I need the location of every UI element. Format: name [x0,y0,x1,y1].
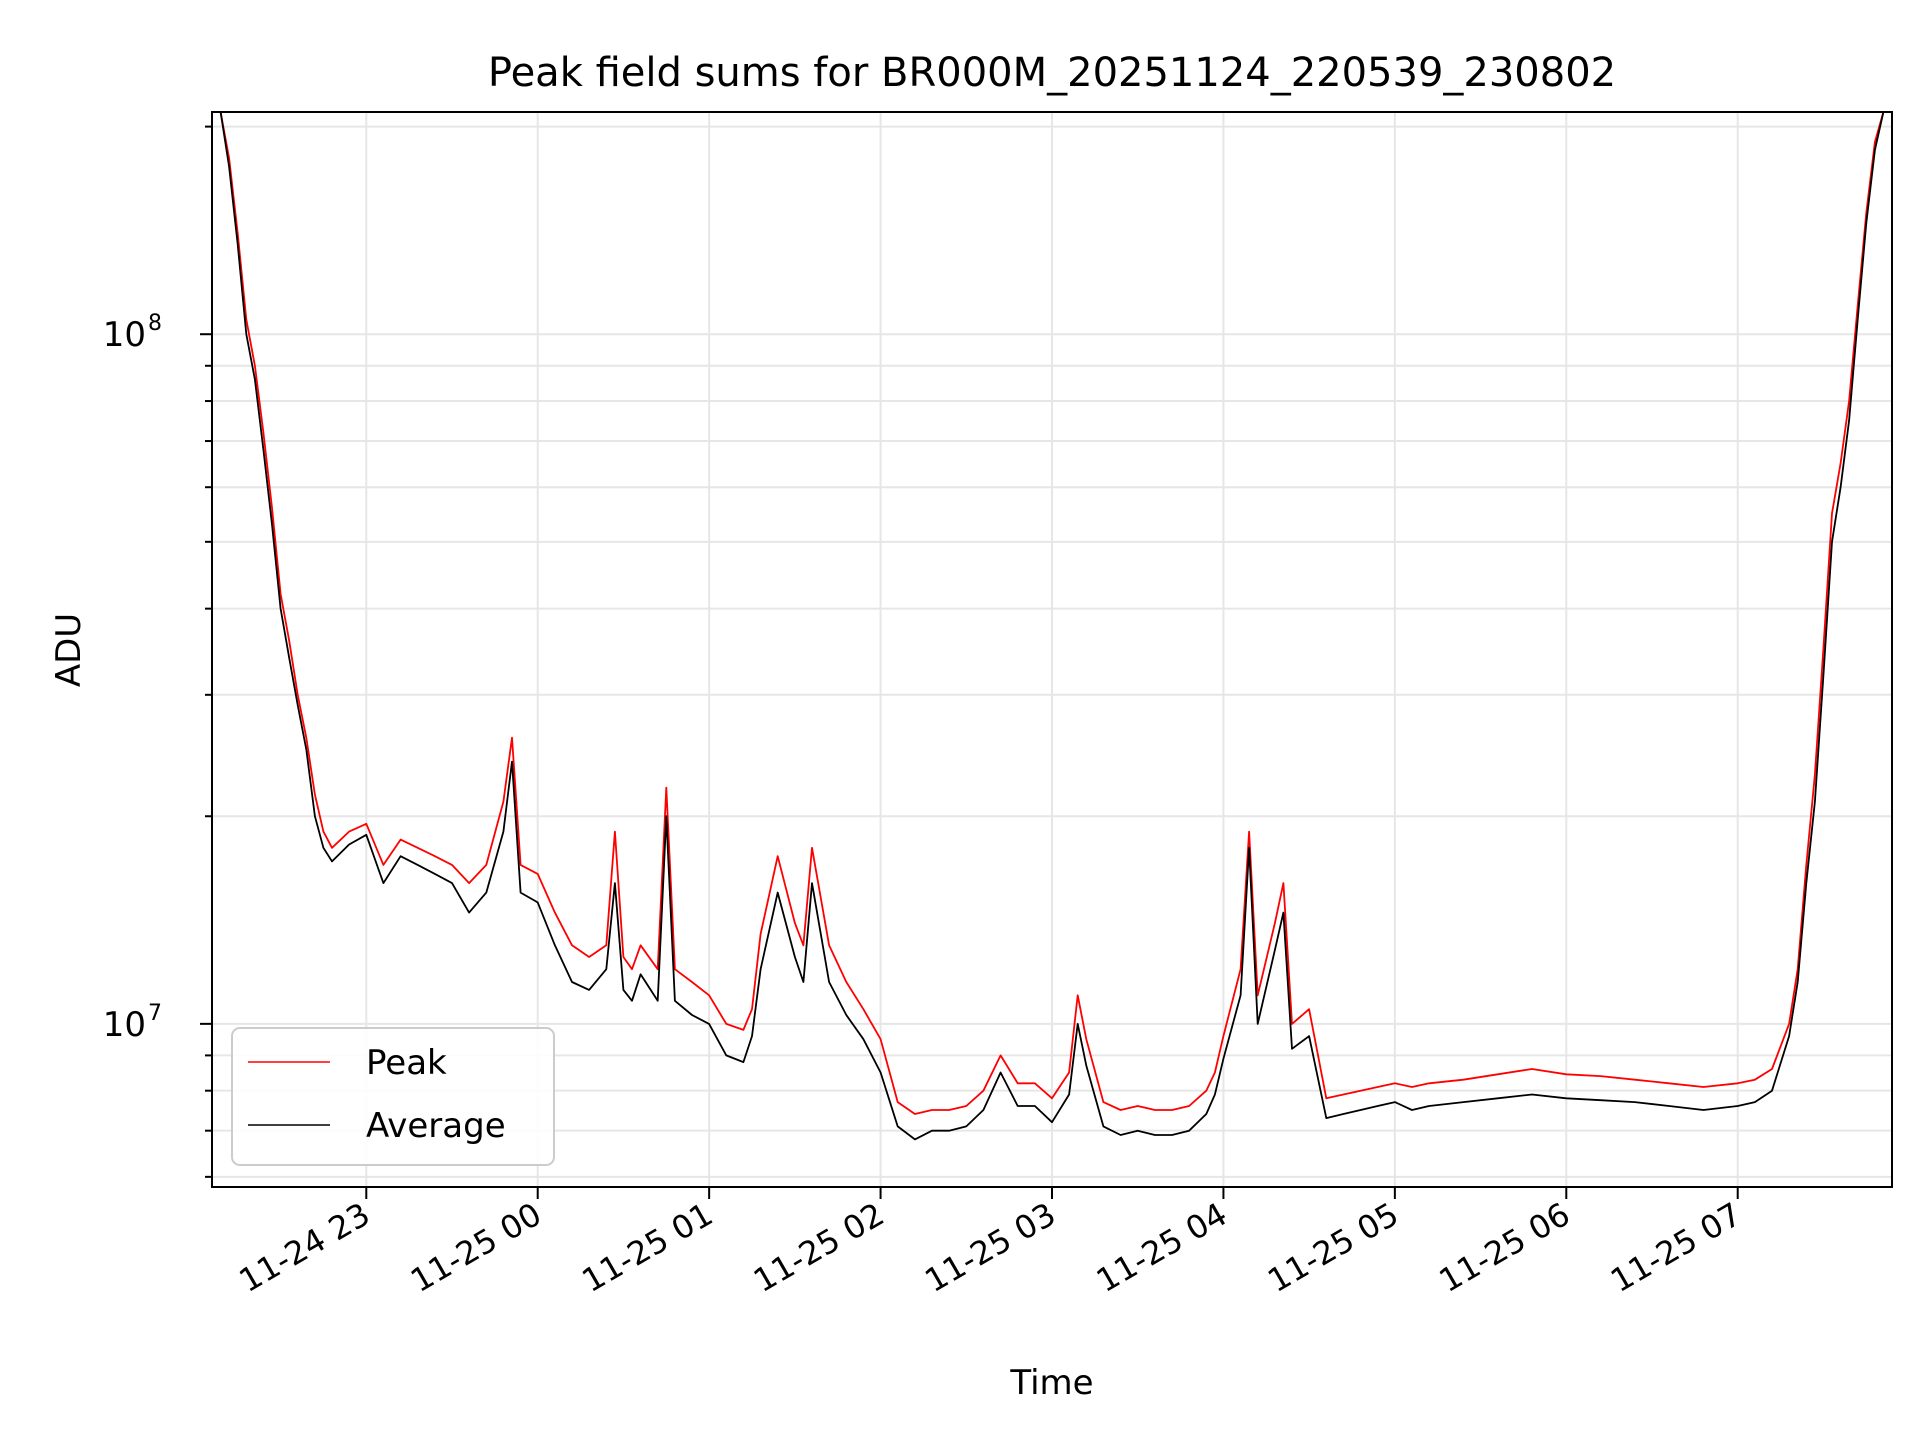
y-axis-label: ADU [49,613,89,687]
series-group [219,112,1885,1141]
legend-peak-label: Peak [366,1043,447,1083]
y-tick-exponent: 7 [148,1001,162,1026]
grid [212,112,1892,1187]
legend-average-label: Average [366,1106,506,1146]
legend: Peak Average [231,1027,555,1166]
y-tick-exponent: 8 [148,311,162,336]
chart-title: Peak field sums for BR000M_20251124_2205… [488,50,1616,96]
series-average-line [219,112,1885,1141]
y-tick-label: 10 [103,315,146,355]
x-axis-label: Time [1009,1363,1093,1403]
y-tick-label: 10 [103,1005,146,1045]
series-peak-line [219,112,1885,1115]
